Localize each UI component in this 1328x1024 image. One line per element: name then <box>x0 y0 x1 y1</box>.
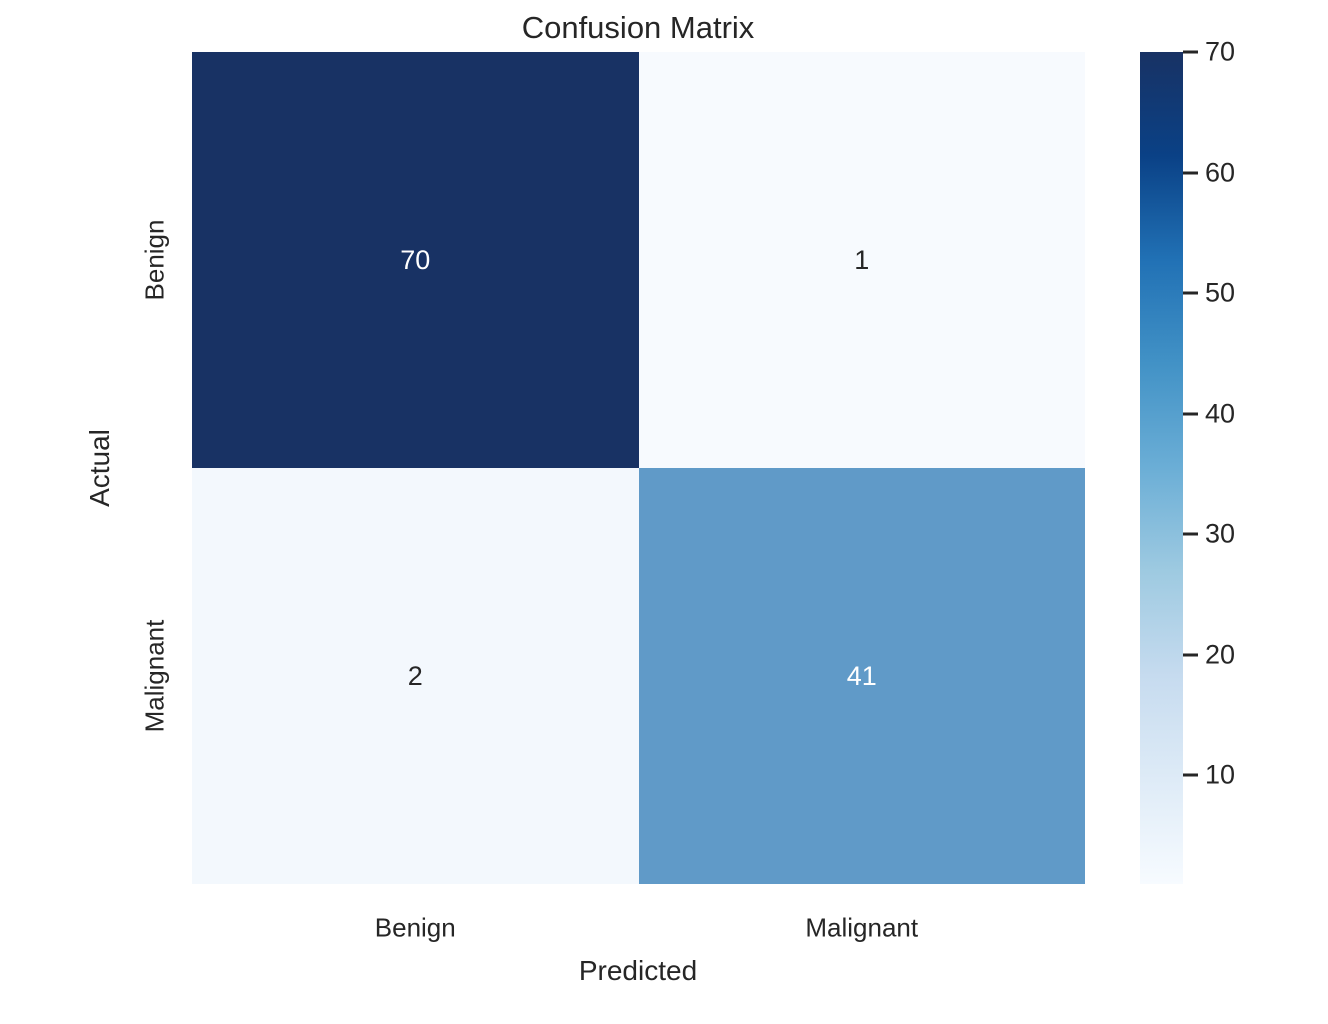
x-axis-label: Predicted <box>578 955 698 986</box>
colorbar-tick-mark <box>1183 532 1198 536</box>
colorbar-tick-label: 70 <box>1205 36 1236 67</box>
colorbar-tick-label: 50 <box>1205 277 1236 308</box>
x-tick-label-benign: Benign <box>374 912 456 943</box>
chart-title: Confusion Matrix <box>521 10 755 45</box>
matrix-cell-0-0: 70 <box>192 52 639 468</box>
colorbar-tick-mark <box>1183 412 1198 416</box>
colorbar-tick-mark <box>1183 773 1198 777</box>
colorbar-tick-label: 20 <box>1205 639 1236 670</box>
x-tick-label-malignant: Malignant <box>805 912 919 943</box>
colorbar-tick-label: 10 <box>1205 759 1236 790</box>
colorbar-tick-label: 40 <box>1205 398 1236 429</box>
matrix-cell-1-1: 41 <box>638 468 1085 884</box>
matrix-cell-value: 2 <box>407 660 423 691</box>
colorbar-tick-mark <box>1183 50 1198 54</box>
matrix-cell-value: 1 <box>854 244 870 275</box>
y-axis-label: Actual <box>84 429 115 507</box>
matrix-cell-value: 70 <box>400 244 431 275</box>
matrix-cell-0-1: 1 <box>638 52 1085 468</box>
colorbar-tick-mark <box>1183 653 1198 657</box>
colorbar-tick-mark <box>1183 171 1198 175</box>
y-tick-label-benign: Benign <box>139 219 170 301</box>
matrix-cell-1-0: 2 <box>192 468 639 884</box>
colorbar-gradient <box>1140 52 1183 884</box>
y-tick-label-malignant: Malignant <box>139 619 170 733</box>
colorbar-tick-label: 60 <box>1205 157 1236 188</box>
heatmap-grid: 70 1 2 41 <box>192 52 1085 884</box>
matrix-cell-value: 41 <box>846 660 877 691</box>
colorbar-tick-label: 30 <box>1205 518 1236 549</box>
colorbar-tick-mark <box>1183 291 1198 295</box>
